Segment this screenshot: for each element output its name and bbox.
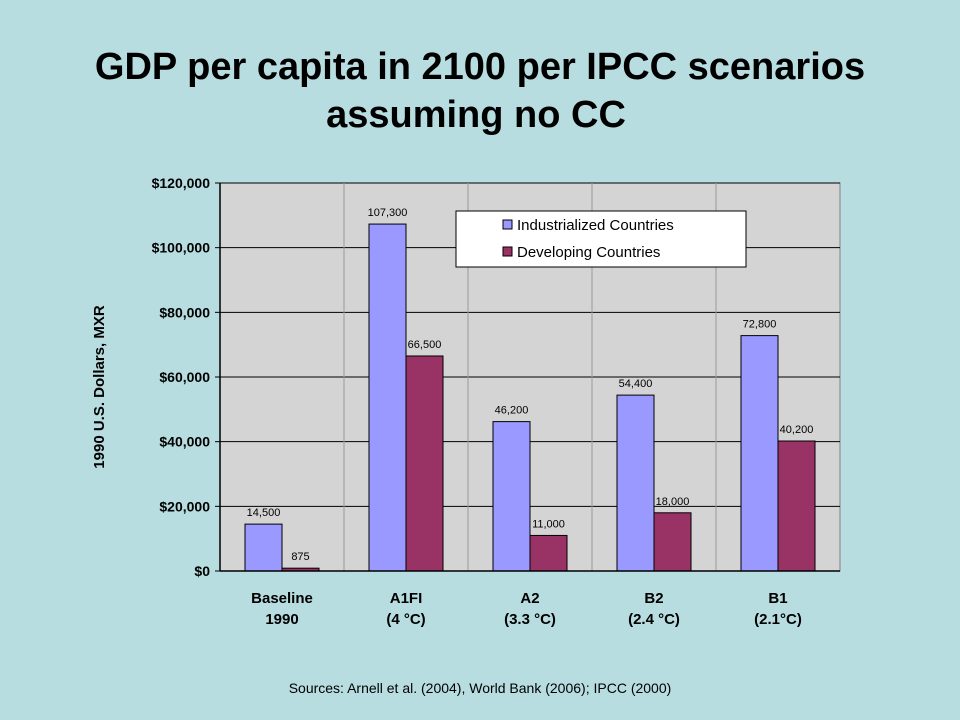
data-label: 11,000 (532, 518, 565, 530)
legend-entry: Developing Countries (517, 244, 660, 261)
y-tick-label: $120,000 (152, 175, 211, 191)
y-axis-title: 1990 U.S. Dollars, MXR (91, 305, 108, 469)
data-label: 107,300 (368, 207, 408, 219)
legend-swatch (502, 246, 513, 257)
bar (529, 534, 568, 572)
x-tick-label: (4 °C) (386, 611, 425, 628)
bar (777, 440, 816, 572)
y-tick-label: $80,000 (159, 304, 210, 320)
legend-swatch (502, 219, 513, 230)
x-tick-label: B2 (644, 590, 663, 607)
data-label: 66,500 (408, 339, 442, 351)
bar (368, 223, 407, 572)
slide-title-line-2: assuming no CC (326, 94, 626, 136)
data-label: 72,800 (743, 319, 777, 331)
data-label: 46,200 (495, 405, 529, 417)
slide-title-line-1: GDP per capita in 2100 per IPCC scenario… (94, 46, 866, 88)
x-tick-label: A2 (520, 590, 539, 607)
data-label: 40,200 (780, 424, 814, 436)
x-tick-label: (2.1°C) (754, 611, 802, 628)
data-label: 54,400 (619, 378, 653, 390)
x-tick-label: (2.4 °C) (628, 611, 680, 628)
legend-entry: Industrialized Countries (517, 217, 674, 234)
data-label: 18,000 (656, 496, 690, 508)
data-label: 14,500 (247, 507, 281, 519)
bar (405, 355, 444, 572)
bar (740, 335, 779, 572)
bar (244, 523, 283, 572)
x-tick-label: A1FI (390, 590, 423, 607)
x-tick-label: 1990 (265, 611, 298, 628)
bar (616, 394, 655, 572)
data-label: 875 (291, 551, 309, 563)
x-tick-label: B1 (768, 590, 787, 607)
x-tick-label: (3.3 °C) (504, 611, 556, 628)
x-tick-label: Baseline (251, 590, 313, 607)
sources-note: Sources: Arnell et al. (2004), World Ban… (288, 680, 672, 696)
y-tick-label: $20,000 (159, 498, 210, 514)
bar (653, 512, 692, 572)
y-tick-label: $40,000 (159, 434, 210, 450)
y-tick-label: $100,000 (152, 240, 211, 256)
bar (492, 421, 531, 572)
y-tick-label: $0 (194, 563, 210, 579)
y-tick-label: $60,000 (159, 369, 210, 385)
